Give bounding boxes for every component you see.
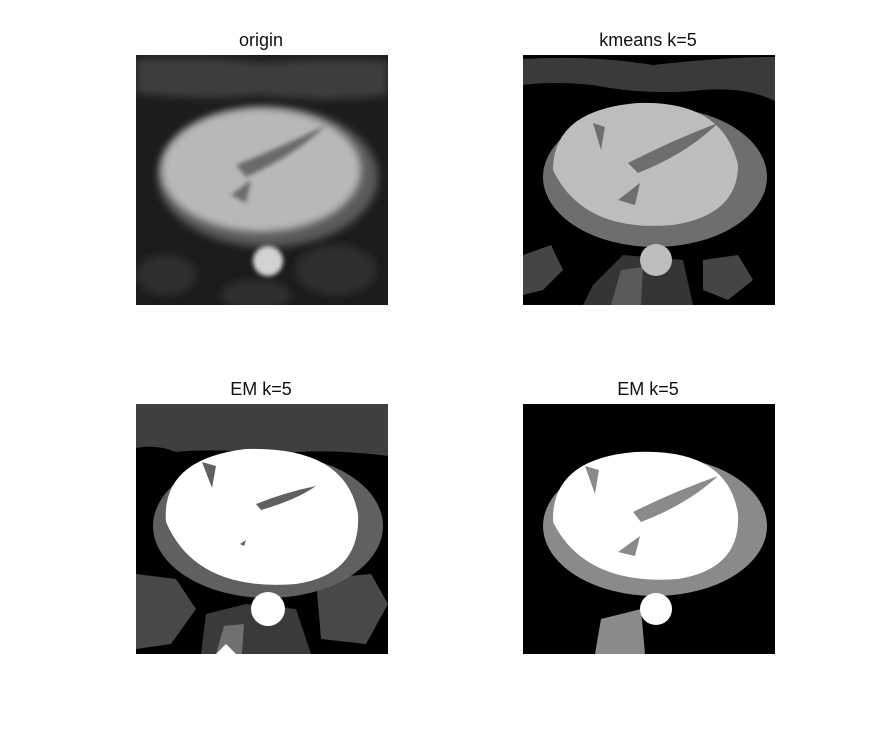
origin-image [136, 55, 388, 305]
em-segmentation-image-2 [523, 404, 775, 654]
panel-title-origin: origin [238, 30, 284, 50]
em-segmentation-image-1 [136, 404, 388, 654]
panel-title-em-2: EM k=5 [617, 379, 679, 399]
panel-title-em-1: EM k=5 [230, 379, 292, 399]
panel-title-kmeans: kmeans k=5 [599, 30, 697, 50]
kmeans-segmentation-image [523, 55, 775, 305]
